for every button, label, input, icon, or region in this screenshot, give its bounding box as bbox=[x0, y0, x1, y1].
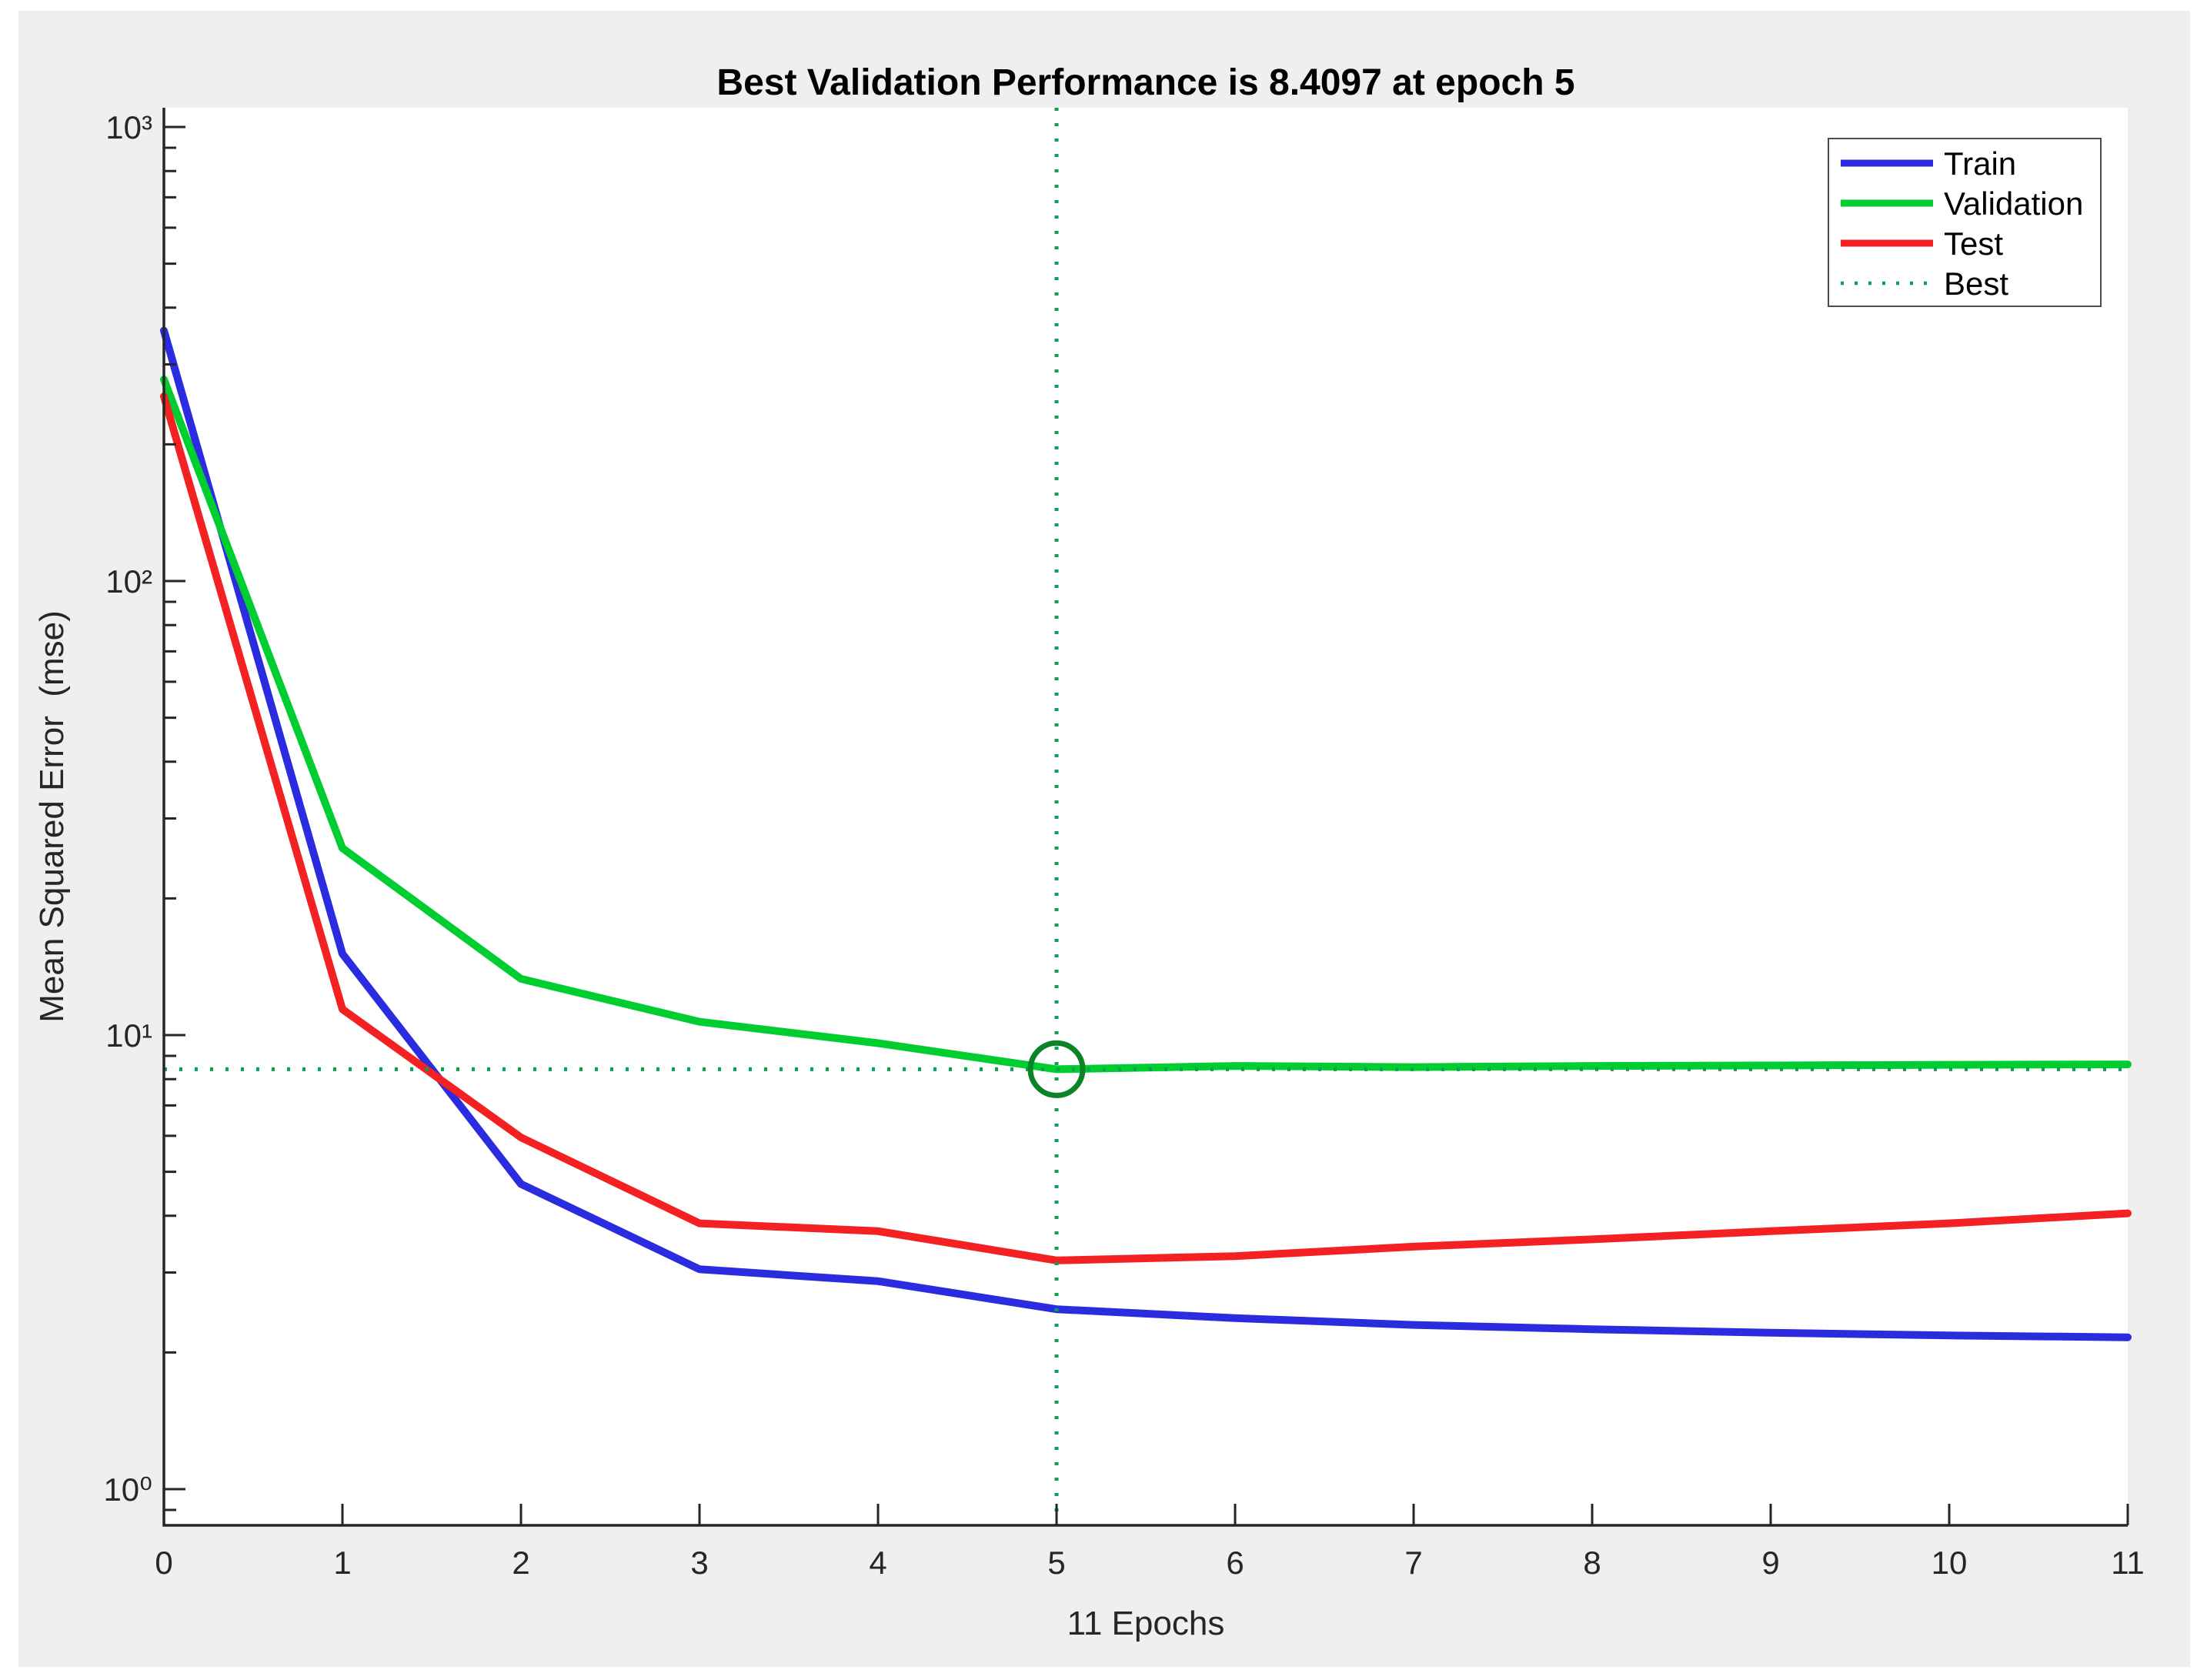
legend-label-validation: Validation bbox=[1944, 185, 2083, 222]
x-tick-label: 1 bbox=[333, 1545, 351, 1581]
x-tick-label: 9 bbox=[1761, 1545, 1779, 1581]
axis-ticks bbox=[162, 125, 2129, 1525]
x-axis-label: 11 Epochs bbox=[1067, 1605, 1225, 1642]
train-line bbox=[160, 326, 2132, 1341]
x-axis-tick-labels: 0 1 2 3 4 5 6 7 8 9 10 11 bbox=[155, 1545, 2144, 1581]
x-tick-label: 2 bbox=[512, 1545, 529, 1581]
validation-line bbox=[160, 376, 2132, 1074]
x-tick-label: 4 bbox=[869, 1545, 886, 1581]
legend-item-best: Best bbox=[1841, 266, 2008, 302]
legend-item-validation: Validation bbox=[1841, 185, 2083, 222]
x-tick-label: 0 bbox=[155, 1545, 172, 1581]
y-axis-tick-labels: 10⁰ 10¹ 10² 10³ bbox=[103, 109, 152, 1508]
legend-label-test: Test bbox=[1944, 225, 2003, 262]
chart-title: Best Validation Performance is 8.4097 at… bbox=[716, 62, 1574, 103]
y-tick-label: 10⁰ bbox=[103, 1471, 152, 1508]
x-tick-label: 6 bbox=[1226, 1545, 1244, 1581]
legend-item-train: Train bbox=[1841, 145, 2016, 182]
x-tick-label: 11 bbox=[2111, 1545, 2145, 1581]
y-tick-label: 10² bbox=[105, 563, 152, 600]
plot-area bbox=[164, 108, 2128, 1525]
legend-item-test: Test bbox=[1841, 225, 2003, 262]
x-tick-label: 7 bbox=[1404, 1545, 1422, 1581]
x-tick-label: 5 bbox=[1047, 1545, 1065, 1581]
test-line bbox=[160, 392, 2132, 1264]
legend: Train Validation Test Best bbox=[1828, 138, 2102, 307]
legend-label-train: Train bbox=[1944, 145, 2016, 182]
best-point-marker bbox=[1027, 1040, 1086, 1098]
y-tick-label: 10¹ bbox=[105, 1017, 152, 1054]
x-tick-label: 3 bbox=[690, 1545, 708, 1581]
y-tick-label: 10³ bbox=[105, 109, 152, 145]
x-tick-label: 8 bbox=[1583, 1545, 1601, 1581]
legend-label-best: Best bbox=[1944, 266, 2008, 302]
x-tick-label: 10 bbox=[1932, 1545, 1968, 1581]
y-axis-label: Mean Squared Error (mse) bbox=[33, 610, 71, 1023]
